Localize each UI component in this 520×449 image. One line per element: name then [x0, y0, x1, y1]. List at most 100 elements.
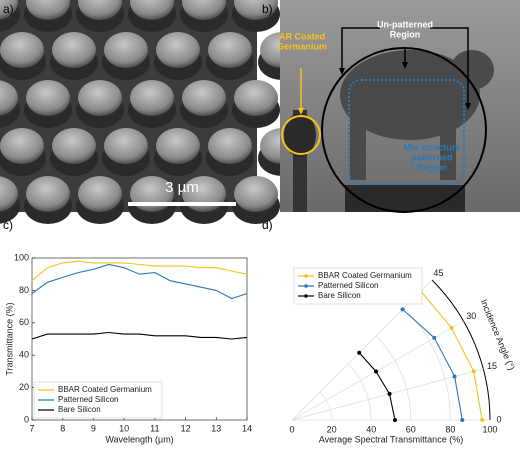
point [452, 374, 457, 379]
r-tick-label: 100 [482, 424, 497, 434]
x-tick-label: 7 [29, 423, 34, 433]
r-tick-label: 80 [445, 424, 455, 434]
panel-label: c) [3, 218, 13, 232]
theta-axis-label: Incidence Angle (°) [479, 298, 517, 372]
dome [182, 0, 226, 20]
y-tick-label: 40 [19, 350, 29, 360]
thermal-image [280, 0, 520, 213]
grid-arc [403, 307, 451, 421]
x-tick-label: 12 [181, 423, 191, 433]
dome [234, 176, 278, 212]
series-line [31, 263, 248, 300]
series-line [31, 331, 248, 340]
theta-tick-label: 45 [433, 268, 443, 278]
series-line [402, 308, 463, 421]
point [392, 418, 397, 422]
coating-label: Germanium [277, 41, 327, 51]
point [471, 369, 476, 374]
point [374, 369, 379, 374]
x-axis-label: Wavelength (µm) [105, 434, 173, 444]
grid-arc [375, 335, 412, 421]
dome [156, 128, 200, 164]
dome [156, 32, 200, 68]
point [432, 335, 437, 340]
series-line [358, 352, 396, 421]
y-tick-label: 20 [19, 382, 29, 392]
legend-marker [304, 284, 308, 288]
dome [26, 176, 70, 212]
sem-image [0, 0, 306, 224]
dome [78, 80, 122, 116]
mie-label: patterned [411, 152, 452, 162]
legend-label: Bare Silicon [58, 405, 101, 414]
theta-tick-label: 30 [466, 311, 476, 321]
coating-label: AR Coated [279, 31, 325, 41]
legend-label: BBAR Coated Germanium [318, 271, 412, 280]
y-axis-label: Transmittance (%) [4, 302, 14, 375]
point [400, 307, 405, 312]
mie-label: Region [417, 162, 448, 172]
legend-marker [304, 294, 308, 298]
x-tick-label: 13 [211, 423, 221, 433]
scale-bar-label: 3 µm [165, 179, 199, 196]
x-tick-label: 9 [91, 423, 96, 433]
plot-frame [31, 257, 248, 421]
grid-arc [347, 363, 372, 421]
point [387, 391, 392, 396]
dome [234, 80, 278, 116]
dome [208, 32, 252, 68]
dome [208, 128, 252, 164]
point [357, 350, 362, 355]
point [460, 418, 465, 422]
grid-arc [431, 279, 491, 421]
dome [0, 0, 18, 20]
x-axis-label: Average Spectral Transmittance (%) [319, 434, 463, 444]
y-tick-label: 80 [19, 285, 29, 295]
dome [130, 0, 174, 20]
dome [52, 32, 96, 68]
theta-tick-label: 15 [487, 361, 497, 371]
y-tick-label: 60 [19, 317, 29, 327]
series-line [31, 260, 248, 282]
x-tick-label: 8 [60, 423, 65, 433]
x-tick-label: 11 [150, 423, 159, 433]
x-tick-label: 14 [242, 423, 252, 433]
mie-label: Mie structure [404, 142, 461, 152]
region-label: Region [390, 29, 421, 39]
r-tick-label: 60 [406, 424, 416, 434]
r-tick-label: 40 [366, 424, 376, 434]
r-tick-label: 20 [327, 424, 337, 434]
panel-label: b) [262, 2, 273, 16]
panel-label: d) [262, 218, 273, 232]
dome [0, 80, 18, 116]
theta-tick-label: 0 [496, 414, 501, 424]
legend-label: Patterned Silicon [58, 395, 118, 404]
dome [0, 128, 44, 164]
dome [78, 0, 122, 20]
dome [234, 0, 278, 20]
dome [104, 32, 148, 68]
dome [0, 176, 18, 212]
dome [78, 176, 122, 212]
legend-label: BBAR Coated Germanium [58, 385, 152, 394]
x-tick-label: 10 [119, 423, 129, 433]
series-line [420, 290, 483, 421]
dome [182, 80, 226, 116]
dome [52, 128, 96, 164]
dome [130, 80, 174, 116]
legend-marker [304, 274, 308, 278]
dome [26, 80, 70, 116]
dome [0, 32, 44, 68]
legend-label: Patterned Silicon [318, 281, 378, 290]
legend-label: Bare Silicon [318, 291, 361, 300]
y-tick-label: 0 [24, 414, 29, 424]
grid-arc [319, 391, 332, 421]
r-tick-label: 0 [289, 424, 294, 434]
dome [26, 0, 70, 20]
point [480, 418, 485, 422]
panel-label: a) [3, 2, 14, 16]
dome [104, 128, 148, 164]
region-label: Un-patterned [377, 19, 433, 29]
legend-box [293, 267, 423, 305]
